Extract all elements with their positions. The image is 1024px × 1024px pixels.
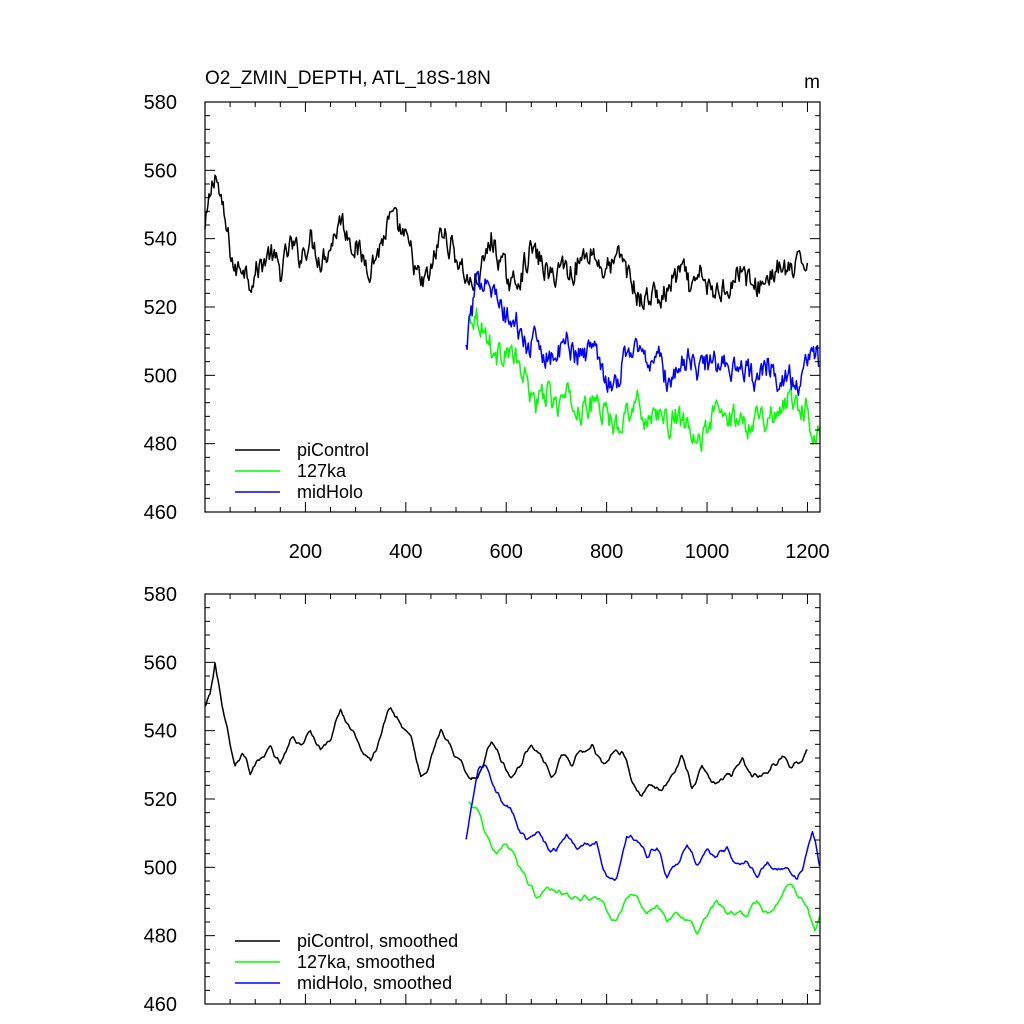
legend-label-midholo-smoothed: midHolo, smoothed (297, 973, 452, 993)
x-tick-label: 800 (590, 541, 623, 563)
series-line-midholo (465, 270, 821, 397)
series-line-picontrol (204, 174, 809, 311)
x-tick-label: 200 (289, 541, 322, 563)
y-tick-label: 520 (144, 789, 177, 811)
y-tick-label: 480 (144, 434, 177, 456)
x-tick-label: 400 (389, 541, 422, 563)
x-tick-label: 1000 (685, 541, 730, 563)
legend-label-picontrol-smoothed: piControl, smoothed (297, 931, 458, 951)
legend-label-picontrol: piControl (297, 440, 369, 460)
y-tick-label: 540 (144, 721, 177, 743)
y-tick-label: 500 (144, 365, 177, 387)
y-tick-label: 560 (144, 652, 177, 674)
y-tick-label: 580 (144, 92, 177, 114)
x-tick-label: 1200 (785, 541, 830, 563)
series-line-picontrol-smoothed (204, 662, 808, 797)
y-tick-label: 540 (144, 229, 177, 251)
top-panel-ticks: 460 480 500 520 540 560 580 200 400 600 800 1000 120… (144, 92, 830, 563)
y-tick-label: 460 (144, 994, 177, 1016)
legend-label-127ka-smoothed: 127ka, smoothed (297, 952, 435, 972)
series-line-127ka-smoothed (468, 801, 821, 935)
y-tick-label: 500 (144, 857, 177, 879)
legend-label-127ka: 127ka (297, 461, 347, 481)
y-tick-label: 460 (144, 502, 177, 524)
y-tick-label: 560 (144, 160, 177, 182)
bottom-panel: 460 480 500 520 540 560 580 piControl, smoothe… (144, 584, 821, 1016)
y-tick-label: 520 (144, 297, 177, 319)
bottom-panel-series (204, 662, 821, 935)
bottom-panel-ticks: 460 480 500 520 540 560 580 (144, 584, 820, 1016)
top-panel: 460 480 500 520 540 560 580 200 400 600 800 1000 120… (144, 68, 830, 563)
series-line-midholo-smoothed (465, 764, 821, 882)
series-line-127ka (468, 307, 821, 452)
y-tick-label: 480 (144, 926, 177, 948)
y-tick-label: 580 (144, 584, 177, 606)
x-tick-label: 600 (490, 541, 523, 563)
top-panel-series (204, 174, 821, 452)
units-label: m (804, 72, 820, 93)
legend-label-midholo: midHolo (297, 482, 363, 502)
chart-title: O2_ZMIN_DEPTH, ATL_18S-18N (205, 68, 491, 89)
